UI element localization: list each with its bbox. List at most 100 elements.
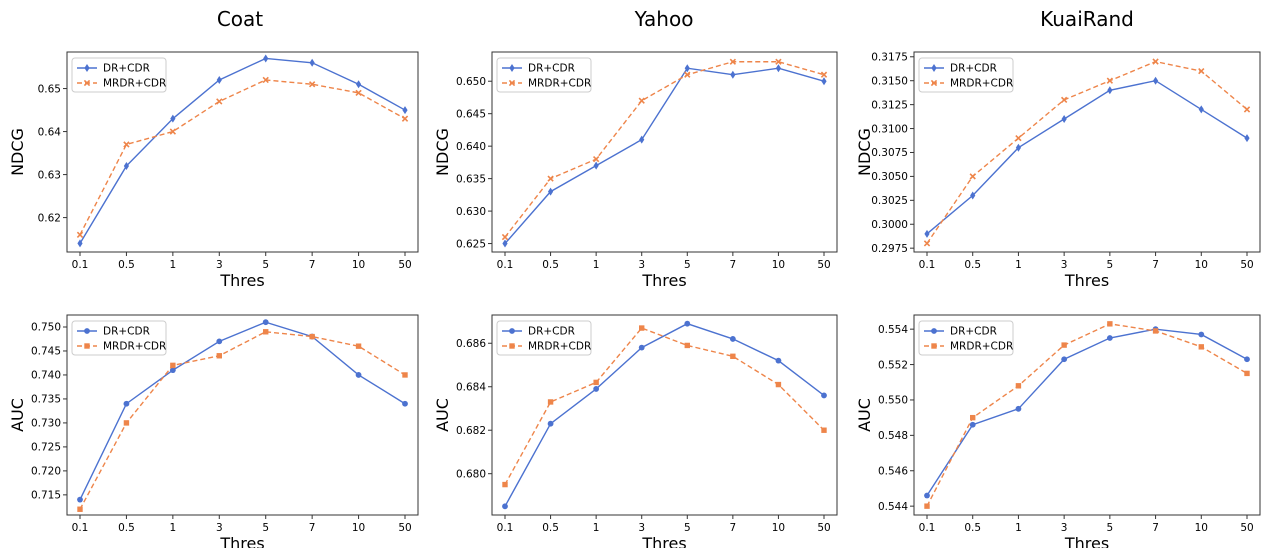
data-point [402, 400, 408, 407]
data-point [123, 400, 130, 407]
data-point [729, 58, 737, 65]
data-point [402, 106, 408, 115]
series-line [504, 327, 825, 485]
panels: 0.62 0.63 0.64 0.65 0.1 0.5 1 3 5 7 10 50 Thres NDCG D… [8, 51, 1261, 548]
x-tick-label: 50 [1240, 259, 1253, 271]
x-tick-label: 5 [1107, 522, 1114, 534]
x-tick-label: 7 [1152, 259, 1159, 271]
y-tick-label: 0.3025 [871, 195, 908, 207]
x-tick-label: 50 [817, 259, 830, 271]
series-mrdr-cdr [923, 58, 1251, 247]
y-tick-label: 0.650 [456, 76, 486, 88]
data-point [216, 353, 222, 359]
legend: DR+CDR MRDR+CDR [71, 57, 167, 93]
series-dr-cdr [924, 76, 1250, 238]
x-axis-label: Thres [1064, 271, 1109, 290]
data-point [216, 98, 223, 105]
data-point [924, 229, 930, 238]
legend-swatch-marker [509, 328, 515, 334]
series-line [926, 328, 1248, 496]
legend-swatch-marker [84, 64, 90, 72]
x-tick-label: 5 [262, 259, 269, 271]
data-point [593, 161, 599, 170]
data-point [970, 191, 976, 200]
y-tick-label: 0.552 [878, 359, 908, 371]
data-point [502, 239, 508, 248]
data-point [924, 492, 930, 499]
legend: DR+CDR MRDR+CDR [918, 57, 1014, 93]
data-point [263, 54, 269, 63]
data-point [730, 70, 736, 79]
x-tick-label: 1 [170, 522, 177, 534]
series-line [79, 321, 406, 500]
x-tick-label: 1 [1015, 522, 1022, 534]
x-axis-label: Thres [1064, 534, 1109, 548]
legend-swatch-marker [509, 64, 515, 72]
legend-label: MRDR+CDR [103, 341, 166, 353]
x-tick-label: 1 [170, 259, 177, 271]
y-tick-label: 0.3000 [871, 219, 908, 231]
x-tick-label: 0.5 [964, 522, 981, 534]
y-tick-label: 0.680 [456, 468, 486, 480]
series-line [79, 79, 406, 236]
data-point [1015, 405, 1022, 412]
legend-swatch-marker [84, 328, 90, 334]
series-dr-cdr [77, 54, 408, 248]
y-tick-label: 0.640 [456, 141, 486, 153]
x-tick-label: 7 [309, 259, 316, 271]
data-point [1107, 86, 1113, 95]
series-mrdr-cdr [502, 325, 827, 488]
data-point [169, 128, 177, 135]
chart-coat-ndcg: 0.62 0.63 0.64 0.65 0.1 0.5 1 3 5 7 10 50 Thres NDCG D… [8, 51, 419, 290]
series-line [79, 57, 406, 244]
y-tick-label: 0.635 [456, 173, 486, 185]
data-point [1060, 96, 1068, 104]
data-point [77, 239, 83, 248]
x-tick-label: 50 [398, 259, 411, 271]
x-tick-label: 10 [1195, 522, 1208, 534]
x-tick-label: 3 [1061, 259, 1068, 271]
data-point [684, 342, 690, 349]
legend-label: DR+CDR [950, 326, 997, 338]
legend-swatch-marker [931, 343, 937, 349]
legend-swatch-marker [931, 328, 937, 334]
data-point [592, 155, 600, 163]
x-tick-label: 3 [638, 259, 645, 271]
y-tick-label: 0.2975 [871, 243, 908, 255]
y-tick-label: 0.548 [878, 430, 908, 442]
legend-label: MRDR+CDR [103, 78, 166, 90]
data-point [775, 64, 782, 73]
data-point [1152, 328, 1159, 334]
data-point [923, 240, 931, 247]
series-line [926, 323, 1248, 507]
data-point [1015, 383, 1022, 389]
series-line [926, 60, 1248, 244]
data-point [76, 231, 84, 238]
series-dr-cdr [502, 64, 827, 248]
data-point [970, 414, 976, 421]
data-point [1244, 356, 1250, 363]
chart-kuairand-ndcg: 0.2975 0.3000 0.3025 0.3050 0.3075 0.3100 0.31… [855, 51, 1261, 290]
y-tick-label: 0.554 [878, 324, 908, 336]
data-point [684, 64, 690, 73]
data-point [1198, 331, 1205, 338]
data-point [262, 76, 269, 84]
x-tick-label: 5 [684, 259, 691, 271]
y-tick-label: 0.65 [38, 83, 61, 95]
x-tick-label: 1 [593, 522, 600, 534]
data-point [730, 353, 736, 360]
x-tick-label: 0.1 [72, 259, 89, 271]
x-tick-label: 50 [817, 522, 830, 534]
data-point [502, 503, 508, 510]
data-point [355, 80, 362, 89]
x-axis-label: Thres [219, 534, 264, 548]
data-point [775, 58, 782, 65]
chart-yahoo-auc: 0.680 0.682 0.684 0.686 0.1 0.5 1 3 5 7 10 50 Thres A… [433, 314, 838, 548]
x-tick-label: 10 [1195, 259, 1208, 271]
legend: DR+CDR MRDR+CDR [496, 320, 592, 356]
x-tick-label: 0.1 [72, 522, 89, 534]
data-point [309, 58, 315, 67]
y-tick-label: 0.645 [456, 108, 486, 120]
x-tick-label: 0.5 [542, 522, 559, 534]
x-tick-label: 10 [772, 522, 785, 534]
